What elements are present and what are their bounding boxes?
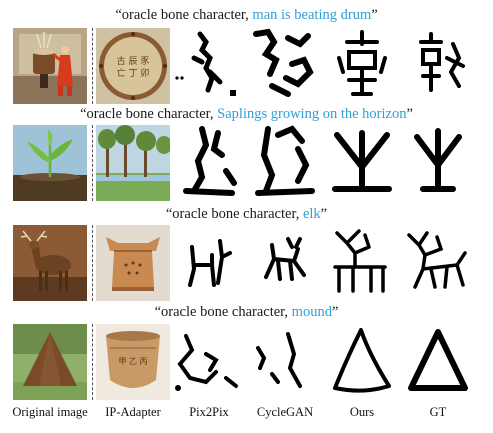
caption-prefix: “oracle bone character,	[115, 7, 253, 23]
caption-prefix: “oracle bone character,	[165, 206, 303, 222]
caption-prefix: “oracle bone character,	[80, 106, 218, 122]
caption-suffix: ”	[371, 7, 378, 23]
cyclegan-result-sapling	[248, 125, 322, 201]
caption-suffix: ”	[331, 304, 339, 320]
ours-result-elk	[325, 225, 399, 301]
column-label-ip-adapter: IP-Adapter	[105, 405, 161, 419]
original-image-elk	[13, 225, 87, 301]
row-caption: “oracle bone character, Saplings growing…	[0, 105, 493, 123]
column-separator	[92, 225, 93, 301]
row-caption: “oracle bone character, elk”	[0, 205, 493, 223]
column-label-ours: Ours	[349, 405, 375, 419]
cyclegan-result-drum	[248, 28, 322, 104]
column-separator	[92, 324, 93, 400]
gt-result-drum	[401, 28, 475, 104]
svg-text:古 辰 豕: 古 辰 豕	[117, 55, 150, 67]
svg-text:甲 乙 丙: 甲 乙 丙	[118, 357, 147, 366]
gt-result-elk	[401, 225, 475, 301]
caption-subject: mound	[291, 304, 332, 320]
ours-result-sapling	[325, 125, 399, 201]
svg-text:亡 丁 卯: 亡 丁 卯	[117, 67, 150, 79]
pix2pix-result-sapling	[172, 125, 246, 201]
column-separator	[92, 28, 93, 104]
ip-adapter-result-mound: 甲 乙 丙	[96, 324, 170, 400]
ip-adapter-result-drum: 古 辰 豕 亡 丁 卯	[96, 28, 170, 104]
ours-result-drum	[325, 28, 399, 104]
cyclegan-result-mound	[248, 324, 322, 400]
caption-subject: man is beating drum	[252, 7, 372, 23]
column-label-cyclegan: CycleGAN	[256, 405, 314, 419]
pix2pix-result-elk	[172, 225, 246, 301]
gt-result-sapling	[401, 125, 475, 201]
caption-suffix: ”	[320, 206, 328, 222]
original-image-drummer	[13, 28, 87, 104]
pix2pix-result-mound	[172, 324, 246, 400]
column-separator	[92, 125, 93, 201]
cyclegan-result-elk	[248, 225, 322, 301]
row-caption: “oracle bone character, man is beating d…	[0, 6, 493, 24]
original-image-sapling	[13, 125, 87, 201]
caption-subject: elk	[302, 206, 321, 222]
caption-subject: Saplings growing on the horizon	[217, 106, 407, 122]
ip-adapter-result-sapling	[96, 125, 170, 201]
caption-prefix: “oracle bone character,	[154, 304, 292, 320]
ours-result-mound	[325, 324, 399, 400]
row-caption: “oracle bone character, mound”	[0, 303, 493, 321]
column-label-original: Original image	[12, 405, 88, 419]
original-image-mound	[13, 324, 87, 400]
pix2pix-result-drum	[172, 28, 246, 104]
caption-suffix: ”	[406, 106, 413, 122]
ip-adapter-result-elk	[96, 225, 170, 301]
column-label-gt: GT	[429, 405, 447, 419]
column-label-pix2pix: Pix2Pix	[189, 405, 229, 419]
gt-result-mound	[401, 324, 475, 400]
